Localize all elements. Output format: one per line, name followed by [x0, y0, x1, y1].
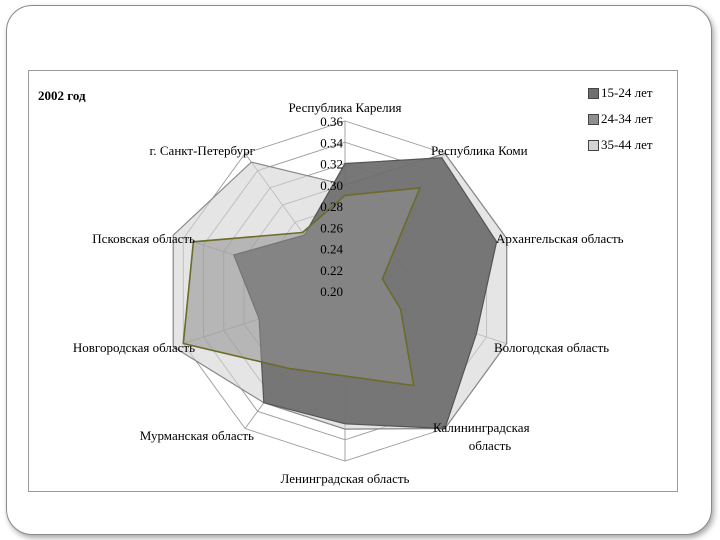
category-label: Псковская область: [92, 231, 195, 246]
category-label: Новгородская область: [73, 340, 195, 355]
radial-tick-label: 0.24: [320, 242, 343, 257]
radial-tick-label: 0.26: [320, 220, 343, 235]
legend-item: 24-34 лет: [588, 106, 653, 132]
legend-item: 15-24 лет: [588, 80, 653, 106]
legend-swatch: [588, 87, 599, 99]
category-label: Республика Коми: [431, 143, 528, 158]
legend-swatch: [588, 139, 599, 151]
series-area-2: [182, 186, 422, 387]
legend: 15-24 лет 24-34 лет 35-44 лет: [588, 80, 653, 158]
category-label: Мурманская область: [140, 428, 254, 443]
legend-label: 15-24 лет: [601, 85, 653, 100]
category-label: Вологодская область: [494, 340, 609, 355]
category-label: Калининградская: [433, 420, 530, 435]
category-label: Архангельская область: [496, 231, 624, 246]
legend-item: 35-44 лет: [588, 132, 653, 158]
legend-swatch: [588, 113, 599, 125]
category-label: г. Санкт-Петербург: [150, 143, 255, 158]
radial-tick-label: 0.32: [320, 157, 343, 172]
category-label: Республика Карелия: [288, 100, 401, 115]
category-label: область: [469, 438, 511, 453]
category-label: Ленинградская область: [281, 471, 410, 486]
legend-label: 35-44 лет: [601, 137, 653, 152]
radial-tick-label: 0.36: [320, 114, 343, 129]
radial-tick-label: 0.20: [320, 284, 343, 299]
radial-tick-label: 0.28: [320, 199, 343, 214]
radial-tick-label: 0.22: [320, 263, 343, 278]
radial-tick-label: 0.34: [320, 135, 343, 150]
radial-tick-label: 0.30: [320, 178, 343, 193]
legend-label: 24-34 лет: [601, 111, 653, 126]
chart-title: 2002 год: [38, 88, 86, 103]
